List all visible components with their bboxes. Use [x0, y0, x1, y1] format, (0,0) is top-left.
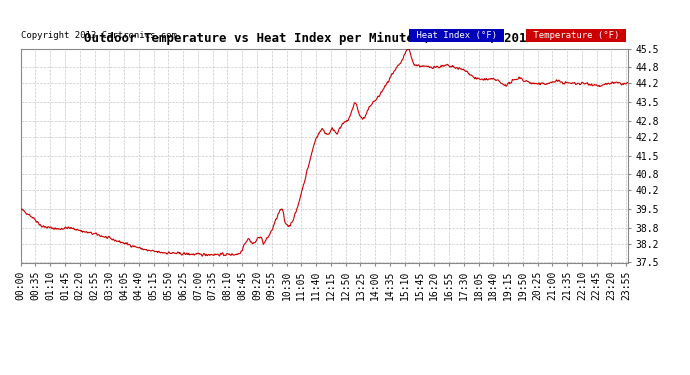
- Title: Outdoor Temperature vs Heat Index per Minute (24 Hours) 20130503: Outdoor Temperature vs Heat Index per Mi…: [84, 32, 564, 45]
- Text: Copyright 2013 Cartronics.com: Copyright 2013 Cartronics.com: [21, 31, 177, 40]
- Text: Heat Index (°F): Heat Index (°F): [411, 31, 502, 40]
- Text: Temperature (°F): Temperature (°F): [528, 31, 624, 40]
